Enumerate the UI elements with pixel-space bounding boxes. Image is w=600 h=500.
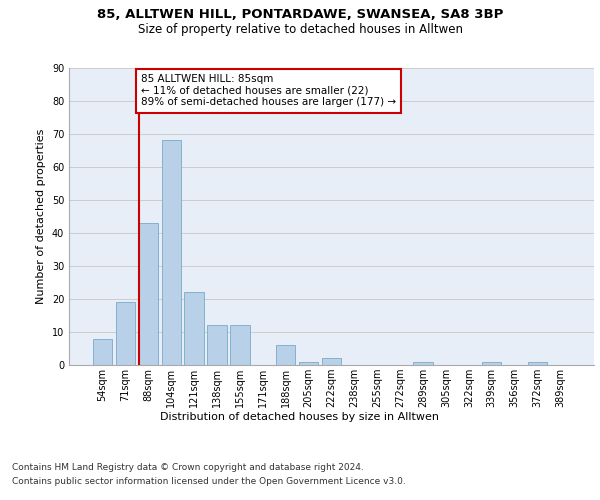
Bar bbox=[139, 223, 158, 365]
Bar bbox=[322, 358, 341, 365]
Bar bbox=[116, 302, 135, 365]
Text: Contains HM Land Registry data © Crown copyright and database right 2024.: Contains HM Land Registry data © Crown c… bbox=[12, 462, 364, 471]
Bar bbox=[161, 140, 181, 365]
Bar bbox=[528, 362, 547, 365]
Y-axis label: Number of detached properties: Number of detached properties bbox=[36, 128, 46, 304]
Text: 85 ALLTWEN HILL: 85sqm
← 11% of detached houses are smaller (22)
89% of semi-det: 85 ALLTWEN HILL: 85sqm ← 11% of detached… bbox=[141, 74, 396, 108]
Bar bbox=[299, 362, 319, 365]
Bar bbox=[93, 338, 112, 365]
Bar bbox=[413, 362, 433, 365]
Text: Contains public sector information licensed under the Open Government Licence v3: Contains public sector information licen… bbox=[12, 478, 406, 486]
Text: 85, ALLTWEN HILL, PONTARDAWE, SWANSEA, SA8 3BP: 85, ALLTWEN HILL, PONTARDAWE, SWANSEA, S… bbox=[97, 8, 503, 20]
Bar bbox=[208, 326, 227, 365]
Bar bbox=[276, 345, 295, 365]
Bar bbox=[230, 326, 250, 365]
Text: Distribution of detached houses by size in Alltwen: Distribution of detached houses by size … bbox=[161, 412, 439, 422]
Text: Size of property relative to detached houses in Alltwen: Size of property relative to detached ho… bbox=[137, 22, 463, 36]
Bar bbox=[184, 292, 204, 365]
Bar bbox=[482, 362, 502, 365]
